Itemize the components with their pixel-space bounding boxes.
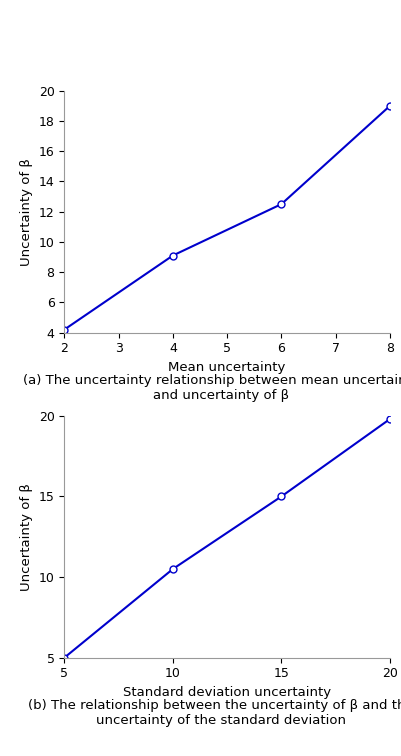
Y-axis label: Uncertainty of β: Uncertainty of β: [20, 483, 33, 590]
X-axis label: Mean uncertainty: Mean uncertainty: [168, 361, 285, 374]
Text: (b) The relationship between the uncertainty of β and the
uncertainty of the sta: (b) The relationship between the uncerta…: [28, 699, 401, 727]
Y-axis label: Uncertainty of β: Uncertainty of β: [20, 158, 33, 265]
Text: (a) The uncertainty relationship between mean uncertainty
and uncertainty of β: (a) The uncertainty relationship between…: [23, 374, 401, 402]
X-axis label: Standard deviation uncertainty: Standard deviation uncertainty: [123, 686, 330, 699]
